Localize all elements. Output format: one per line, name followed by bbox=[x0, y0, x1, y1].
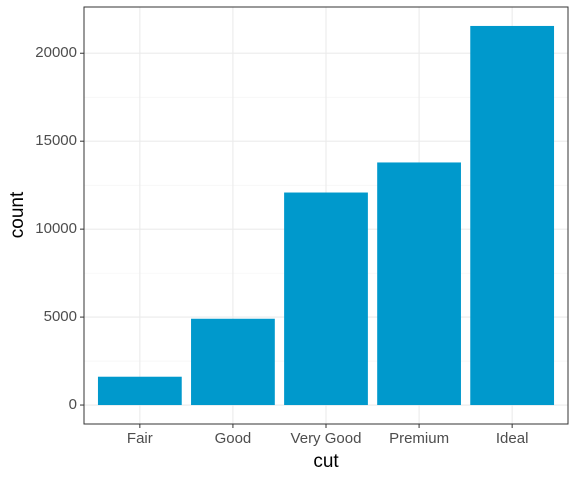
x-tick-label: Fair bbox=[127, 430, 153, 447]
bar bbox=[377, 162, 461, 406]
x-tick-label: Ideal bbox=[496, 430, 529, 447]
y-tick-label: 5000 bbox=[44, 308, 77, 325]
y-tick-label: 20000 bbox=[35, 44, 77, 61]
y-tick-label: 0 bbox=[69, 396, 77, 413]
x-axis-title: cut bbox=[313, 451, 339, 472]
bar bbox=[470, 25, 555, 406]
bar bbox=[191, 318, 275, 406]
x-tick-label: Good bbox=[215, 430, 252, 447]
bar bbox=[284, 192, 368, 406]
bar bbox=[97, 376, 182, 406]
y-tick-label: 15000 bbox=[35, 132, 77, 149]
bars bbox=[97, 25, 555, 406]
y-axis-title: count bbox=[7, 191, 28, 238]
y-tick-label: 10000 bbox=[35, 220, 77, 237]
x-tick-label: Premium bbox=[389, 430, 449, 447]
x-tick-label: Very Good bbox=[291, 430, 362, 447]
